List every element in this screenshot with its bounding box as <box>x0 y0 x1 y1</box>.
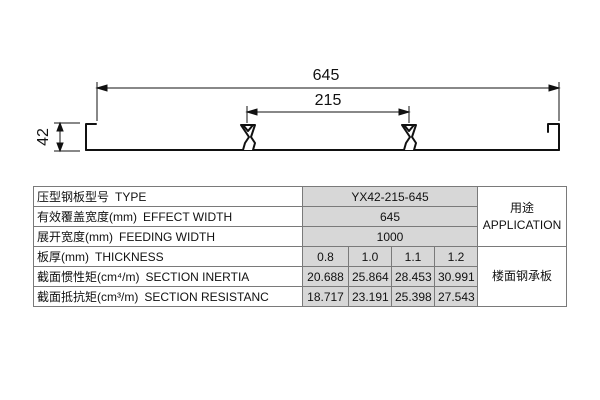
effect-width-label-cn: 有效覆盖宽度(mm) <box>37 210 137 224</box>
type-label-cn: 压型钢板型号 <box>37 190 110 204</box>
section-inertia-label-cn: 截面惯性矩(cm⁴/m) <box>37 270 140 284</box>
feeding-width-label-en: FEEDING WIDTH <box>119 230 215 244</box>
section-inertia-label: 截面惯性矩(cm⁴/m) SECTION INERTIA <box>33 266 303 287</box>
table-row-type: 压型钢板型号 TYPE YX42-215-645 用途 APPLICATION <box>33 186 568 247</box>
overall-width-label: 645 <box>313 67 340 84</box>
table-row-effect-width: 有效覆盖宽度(mm) EFFECT WIDTH 645 <box>33 206 567 227</box>
table-row-thickness: 板厚(mm) THICKNESS 0.8 1.0 1.1 1.2 楼面钢承板 <box>33 246 568 307</box>
section-inertia-value: 30.991 <box>433 266 479 287</box>
height-dimension <box>54 121 80 153</box>
section-resistance-value: 25.398 <box>391 286 435 307</box>
specification-table: 压型钢板型号 TYPE YX42-215-645 用途 APPLICATION 有效… <box>33 186 568 307</box>
thickness-label-en: THICKNESS <box>95 250 164 264</box>
effect-width-value: 645 <box>301 206 479 227</box>
application-value: 楼面钢承板 <box>477 246 568 307</box>
section-inertia-value: 28.453 <box>391 266 435 287</box>
feeding-width-value: 1000 <box>301 226 479 247</box>
thickness-label-cn: 板厚(mm) <box>37 250 89 264</box>
feeding-width-label: 展开宽度(mm) FEEDING WIDTH <box>33 226 303 247</box>
feeding-width-label-cn: 展开宽度(mm) <box>37 230 113 244</box>
section-inertia-label-en: SECTION INERTIA <box>145 270 250 284</box>
thickness-value: 1.0 <box>348 246 392 267</box>
type-label: 压型钢板型号 TYPE <box>33 186 303 207</box>
deck-profile <box>85 123 560 151</box>
application-header-en: APPLICATION <box>482 217 562 232</box>
effect-width-label: 有效覆盖宽度(mm) EFFECT WIDTH <box>33 206 303 227</box>
section-resistance-label-en: SECTION RESISTANC <box>144 290 269 304</box>
section-inertia-value: 20.688 <box>302 266 349 287</box>
pitch-dimension <box>245 106 411 123</box>
thickness-value: 1.1 <box>391 246 435 267</box>
section-resistance-label: 截面抵抗矩(cm³/m) SECTION RESISTANC <box>33 286 303 307</box>
section-resistance-label-cn: 截面抵抗矩(cm³/m) <box>37 290 139 304</box>
section-inertia-value: 25.864 <box>348 266 392 287</box>
application-header-cn: 用途 <box>510 200 535 215</box>
application-header: 用途 APPLICATION <box>477 186 568 247</box>
effect-width-label-en: EFFECT WIDTH <box>143 210 233 224</box>
section-resistance-value: 23.191 <box>348 286 392 307</box>
deck-profile-drawing: 645 215 42 <box>35 67 561 153</box>
type-value: YX42-215-645 <box>301 186 479 207</box>
thickness-value: 1.2 <box>433 246 479 267</box>
thickness-value: 0.8 <box>302 246 349 267</box>
table-row-section-resistance: 截面抵抗矩(cm³/m) SECTION RESISTANC 18.717 23.… <box>33 286 567 307</box>
height-label: 42 <box>35 128 52 146</box>
table-row-section-inertia: 截面惯性矩(cm⁴/m) SECTION INERTIA 20.688 25.86… <box>33 266 567 287</box>
pitch-label: 215 <box>315 92 342 109</box>
section-resistance-value: 18.717 <box>302 286 349 307</box>
overall-width-dimension <box>95 82 561 121</box>
thickness-label: 板厚(mm) THICKNESS <box>33 246 303 267</box>
section-resistance-value: 27.543 <box>433 286 479 307</box>
type-label-en: TYPE <box>115 190 147 204</box>
